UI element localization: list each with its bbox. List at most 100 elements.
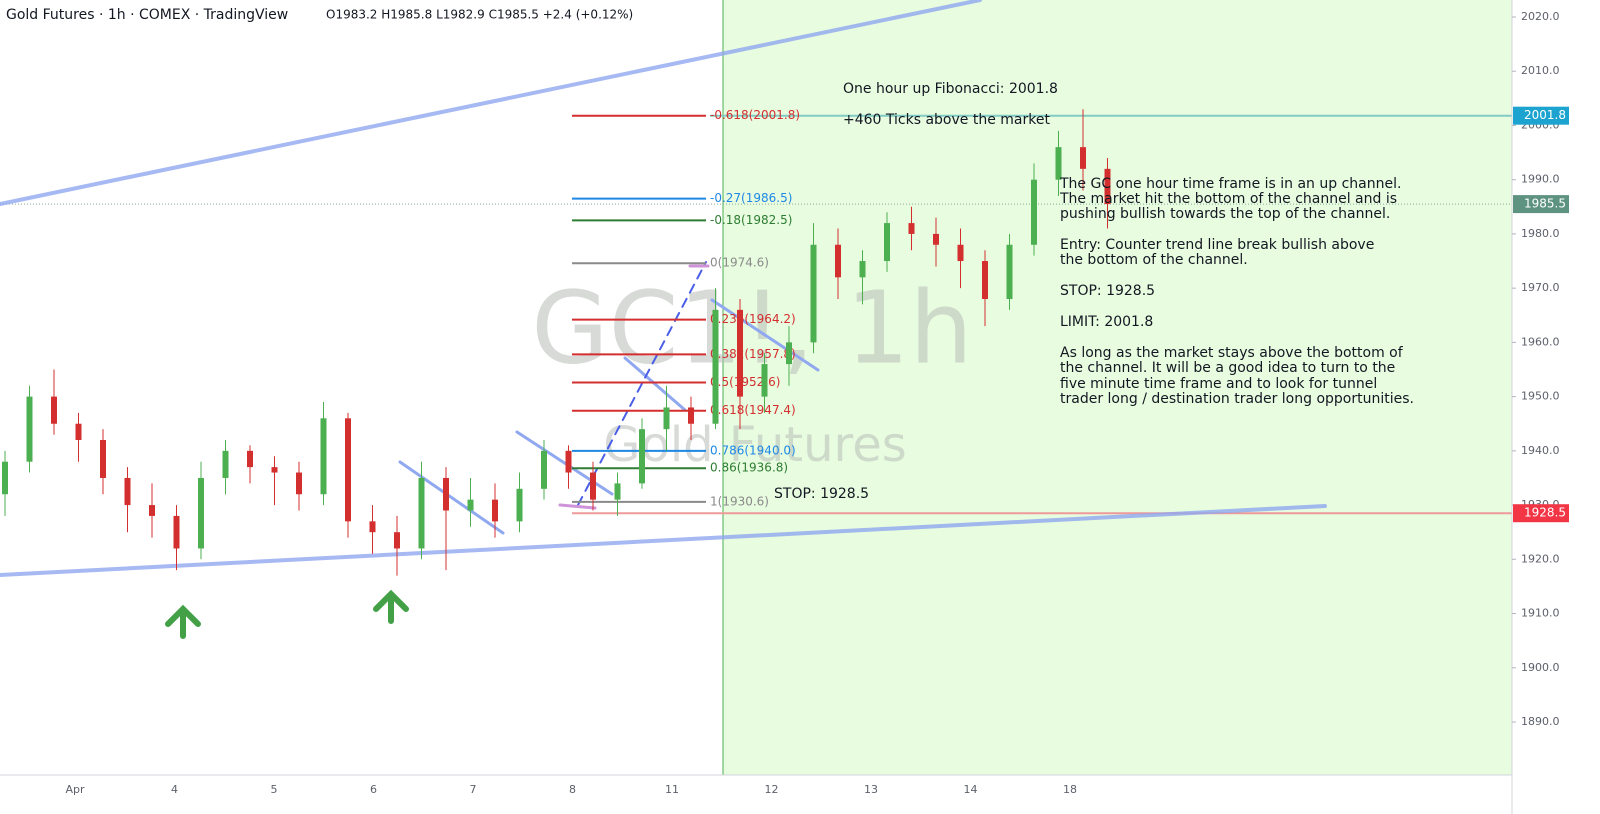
price-label-bg: [1513, 195, 1569, 214]
x-tick-label: 4: [171, 783, 178, 796]
y-tick-label: 1900.0: [1521, 661, 1560, 674]
y-tick-label: 1920.0: [1521, 552, 1560, 565]
candle-body: [296, 472, 302, 495]
x-tick-label: 11: [665, 783, 679, 796]
fib-label: -0.18(1982.5): [710, 213, 792, 227]
y-tick-label: 2020.0: [1521, 10, 1560, 23]
candle-body: [320, 418, 327, 495]
candle-body: [516, 488, 523, 522]
candle-body: [761, 364, 768, 397]
fib-label: 1(1930.6): [710, 494, 769, 508]
candle-body: [51, 396, 57, 424]
price-axis-bg: [1512, 0, 1600, 814]
x-tick-label: Apr: [65, 783, 85, 796]
candle-body: [394, 532, 400, 549]
candle-body: [75, 423, 82, 440]
fib-label: 0.786(1940.0): [710, 443, 796, 457]
candle-body: [565, 450, 572, 473]
analysis-line: The market hit the bottom of the channel…: [1059, 191, 1397, 207]
candle-body: [810, 244, 817, 343]
y-tick-label: 1970.0: [1521, 281, 1560, 294]
x-tick-label: 6: [370, 783, 377, 796]
candle-body: [467, 499, 474, 511]
candle-body: [418, 477, 425, 549]
x-tick-label: 5: [271, 783, 278, 796]
y-tick-label: 2010.0: [1521, 64, 1560, 77]
candle-body: [271, 467, 278, 473]
trend-line: [515, 430, 614, 496]
watermark-name: Gold Futures: [603, 417, 907, 473]
candle-body: [859, 261, 866, 278]
y-tick-label: 1950.0: [1521, 390, 1560, 403]
trend-lines: [0, 0, 1327, 577]
candle-body: [1055, 147, 1062, 180]
candle-body: [908, 223, 915, 234]
analysis-line: trader long / destination trader long op…: [1060, 391, 1414, 407]
y-tick-label: 1990.0: [1521, 173, 1560, 186]
y-tick-label: 1960.0: [1521, 335, 1560, 348]
x-tick-label: 14: [964, 783, 978, 796]
candle-body: [541, 450, 547, 489]
fib-label: 0(1974.6): [710, 256, 769, 270]
candle-body: [443, 477, 449, 511]
trend-line: [398, 460, 505, 535]
candle-body: [663, 407, 670, 430]
fib-anchor: [558, 503, 597, 510]
ohlc-values: O1983.2 H1985.8 L1982.9 C1985.5 +2.4 (+0…: [326, 8, 633, 22]
analysis-line: five minute time frame and to look for t…: [1060, 376, 1377, 392]
fib-label: 0.5(1952.6): [710, 375, 780, 389]
chart-title: Gold Futures · 1h · COMEX · TradingView: [6, 7, 288, 23]
candle-body: [590, 472, 596, 500]
candle-body: [2, 461, 8, 495]
fib-label: -0.27(1986.5): [710, 191, 792, 205]
candle-body: [369, 521, 376, 533]
candle-body: [345, 418, 351, 522]
highlight-zone: [723, 0, 1512, 775]
candle-body: [737, 309, 743, 397]
candle-body: [688, 407, 694, 424]
candle-body: [26, 396, 33, 462]
candle-body: [614, 483, 621, 500]
fib-label: 0.382(1957.8): [710, 347, 796, 361]
price-label: 1928.5: [1524, 506, 1566, 520]
annotation: +460 Ticks above the market: [843, 112, 1050, 128]
y-tick-label: 1890.0: [1521, 715, 1560, 728]
price-label-bg: [1513, 504, 1569, 523]
trend-line: [710, 298, 820, 372]
candle-body: [149, 505, 155, 516]
channel-bottom: [0, 504, 1327, 577]
x-tick-label: 13: [864, 783, 878, 796]
fib-label: 0.618(1947.4): [710, 403, 796, 417]
annotation: STOP: 1928.5: [774, 486, 869, 502]
analysis-line: pushing bullish towards the top of the c…: [1060, 206, 1390, 222]
candle-body: [1104, 168, 1111, 205]
price-label: 1985.5: [1524, 197, 1566, 211]
candle-body: [957, 244, 964, 262]
candle-body: [173, 515, 180, 549]
analysis-line: The GC one hour time frame is in an up c…: [1059, 176, 1401, 192]
fib-label: -0.618(2001.8): [710, 108, 800, 122]
y-tick-label: 1910.0: [1521, 607, 1560, 620]
x-tick-label: 7: [470, 783, 477, 796]
candle-body: [1006, 244, 1013, 299]
annotation: One hour up Fibonacci: 2001.8: [843, 81, 1058, 97]
x-tick-label: 18: [1063, 783, 1077, 796]
analysis-line: STOP: 1928.5: [1060, 283, 1155, 299]
x-tick-label: 12: [765, 783, 779, 796]
analysis-line: the channel. It will be a good idea to t…: [1060, 360, 1395, 376]
candle-body: [198, 477, 204, 549]
x-tick-label: 8: [569, 783, 576, 796]
candle-body: [1031, 179, 1037, 245]
analysis-line: As long as the market stays above the bo…: [1060, 345, 1404, 361]
candle-body: [639, 429, 645, 484]
fib-label: 0.236(1964.2): [710, 312, 796, 326]
up-arrow: [373, 589, 409, 624]
arrows: [165, 589, 409, 639]
y-tick-label: 1980.0: [1521, 227, 1560, 240]
analysis-line: LIMIT: 2001.8: [1060, 314, 1153, 330]
candle-body: [222, 450, 229, 478]
candle-body: [100, 440, 106, 478]
candle-body: [884, 223, 890, 262]
fib-label: 0.86(1936.8): [710, 461, 788, 475]
